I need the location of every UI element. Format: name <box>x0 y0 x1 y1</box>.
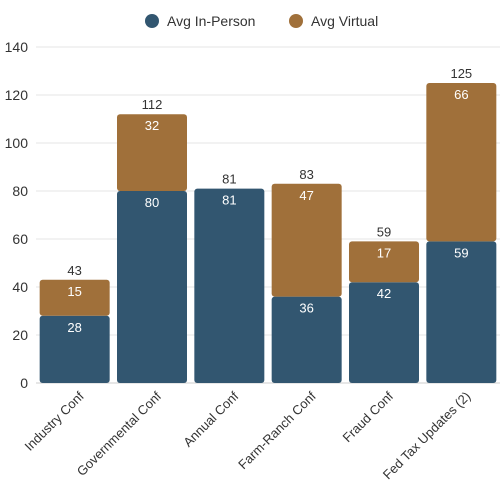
bar-segment <box>117 114 187 191</box>
bar-segment <box>39 315 110 383</box>
x-category-label: Fed Tax Updates (2) <box>380 389 474 483</box>
segment-value-label: 80 <box>145 195 159 210</box>
y-tick-label: 0 <box>20 375 28 391</box>
x-category-label: Farm-Ranch Conf <box>235 388 319 472</box>
segment-value-label: 36 <box>299 301 313 316</box>
bar-segment <box>271 296 342 383</box>
bar-segment <box>39 279 110 316</box>
legend-item: Avg In-Person <box>145 13 255 29</box>
y-tick-label: 40 <box>12 279 28 295</box>
x-category-label: Fraud Conf <box>340 388 397 445</box>
y-tick-label: 120 <box>5 87 29 103</box>
total-value-label: 83 <box>299 167 313 182</box>
total-value-label: 112 <box>142 97 163 112</box>
y-tick-label: 80 <box>12 183 28 199</box>
segment-value-label: 81 <box>222 193 236 208</box>
total-value-label: 81 <box>222 172 236 187</box>
total-value-label: 125 <box>450 66 472 81</box>
bar-segment <box>117 191 187 383</box>
bar-segment <box>194 188 265 383</box>
segment-value-label: 66 <box>454 87 468 102</box>
segment-value-label: 15 <box>67 284 81 299</box>
bar-segment <box>349 241 419 283</box>
legend-label: Avg In-Person <box>167 13 255 29</box>
segment-value-label: 59 <box>454 245 468 260</box>
segment-value-label: 32 <box>145 118 159 133</box>
bar-segment <box>271 183 342 297</box>
total-value-label: 43 <box>67 263 81 278</box>
legend-swatch-icon <box>145 14 159 28</box>
y-tick-label: 140 <box>5 39 29 55</box>
x-category-label: Governmental Conf <box>74 388 165 479</box>
y-axis-ticks: 0 20 40 60 80 100 120 140 <box>5 39 29 391</box>
data-labels: 28 15 43 80 32 112 81 81 36 47 83 42 17 59 59 66 125 <box>67 66 472 335</box>
segment-value-label: 17 <box>377 245 391 260</box>
bar-segment <box>426 241 497 383</box>
bar-segment <box>426 83 497 242</box>
x-category-label: Industry Conf <box>22 388 88 454</box>
total-value-label: 59 <box>377 224 391 239</box>
bar-segment <box>349 282 419 383</box>
y-tick-label: 60 <box>12 231 28 247</box>
legend-swatch-icon <box>289 14 303 28</box>
legend-item: Avg Virtual <box>289 13 378 29</box>
segment-value-label: 42 <box>377 286 391 301</box>
y-tick-label: 100 <box>5 135 29 151</box>
legend: Avg In-Person Avg Virtual <box>145 13 378 29</box>
bars <box>39 83 497 383</box>
segment-value-label: 28 <box>67 320 81 335</box>
legend-label: Avg Virtual <box>311 13 378 29</box>
segment-value-label: 47 <box>299 188 313 203</box>
y-tick-label: 20 <box>12 327 28 343</box>
x-category-label: Annual Conf <box>180 388 241 449</box>
gridlines <box>36 46 500 384</box>
